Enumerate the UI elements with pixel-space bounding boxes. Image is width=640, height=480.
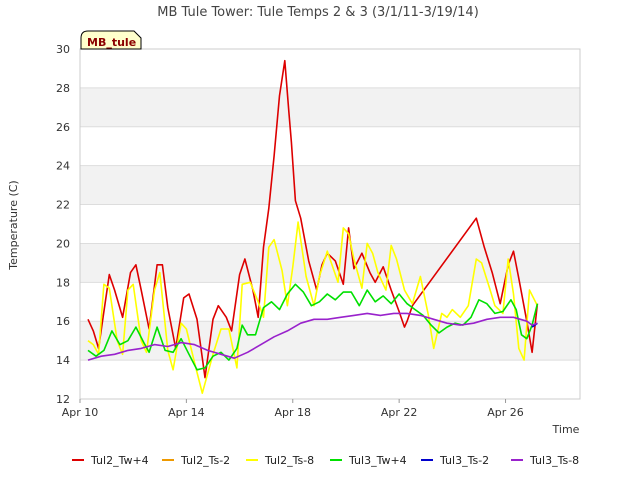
y-tick-label: 22 — [56, 199, 70, 212]
grid-band — [80, 165, 580, 205]
y-tick-label: 14 — [56, 354, 70, 367]
site-badge-label: MB_tule — [87, 36, 136, 49]
site-badge-box — [80, 30, 142, 50]
legend-label-Tul2_Tw+4: Tul2_Tw+4 — [90, 454, 149, 467]
plot-frame — [79, 48, 581, 400]
legend-label-Tul3_Ts-8: Tul3_Ts-8 — [529, 454, 579, 467]
site-badge: MB_tule — [80, 30, 142, 50]
x-tick-label: Apr 22 — [381, 406, 418, 419]
y-tick-label: 20 — [56, 237, 70, 250]
y-tick-label: 16 — [56, 315, 70, 328]
x-tick-label: Apr 10 — [62, 406, 99, 419]
y-tick-label: 12 — [56, 393, 70, 406]
legend-label-Tul3_Ts-2: Tul3_Ts-2 — [439, 454, 489, 467]
legend: Tul2_Tw+4 Tul2_Ts-2 Tul2_Ts-8 Tul3_Tw+4 Tul3… — [72, 454, 579, 467]
plot-area: 12 14 16 18 20 22 24 26 28 30 Apr 10 Apr 14 Apr 18 Ap… — [56, 43, 581, 419]
y-axis-label: Temperature (C) — [7, 180, 20, 270]
chart-title: MB Tule Tower: Tule Temps 2 & 3 (3/1/11-… — [157, 5, 479, 20]
y-tick-label: 18 — [56, 276, 70, 289]
legend-label-Tul2_Ts-8: Tul2_Ts-8 — [264, 454, 314, 467]
legend-label-Tul3_Tw+4: Tul3_Tw+4 — [348, 454, 407, 467]
y-tick-label: 30 — [56, 43, 70, 56]
legend-label-Tul2_Ts-2: Tul2_Ts-2 — [180, 454, 230, 467]
series-line-Tul2_Ts-8 — [87, 221, 539, 395]
x-axis-label: Time — [552, 423, 580, 436]
grid-band — [80, 321, 580, 361]
series-line-Tul3_Ts-8 — [87, 312, 538, 361]
x-tick-label: Apr 26 — [487, 406, 524, 419]
x-tick-label: Apr 14 — [168, 406, 205, 419]
y-tick-label: 28 — [56, 82, 70, 95]
y-tick-label: 24 — [56, 160, 70, 173]
grid-band — [80, 87, 580, 127]
y-tick-label: 26 — [56, 121, 70, 134]
x-tick-label: Apr 18 — [275, 406, 312, 419]
